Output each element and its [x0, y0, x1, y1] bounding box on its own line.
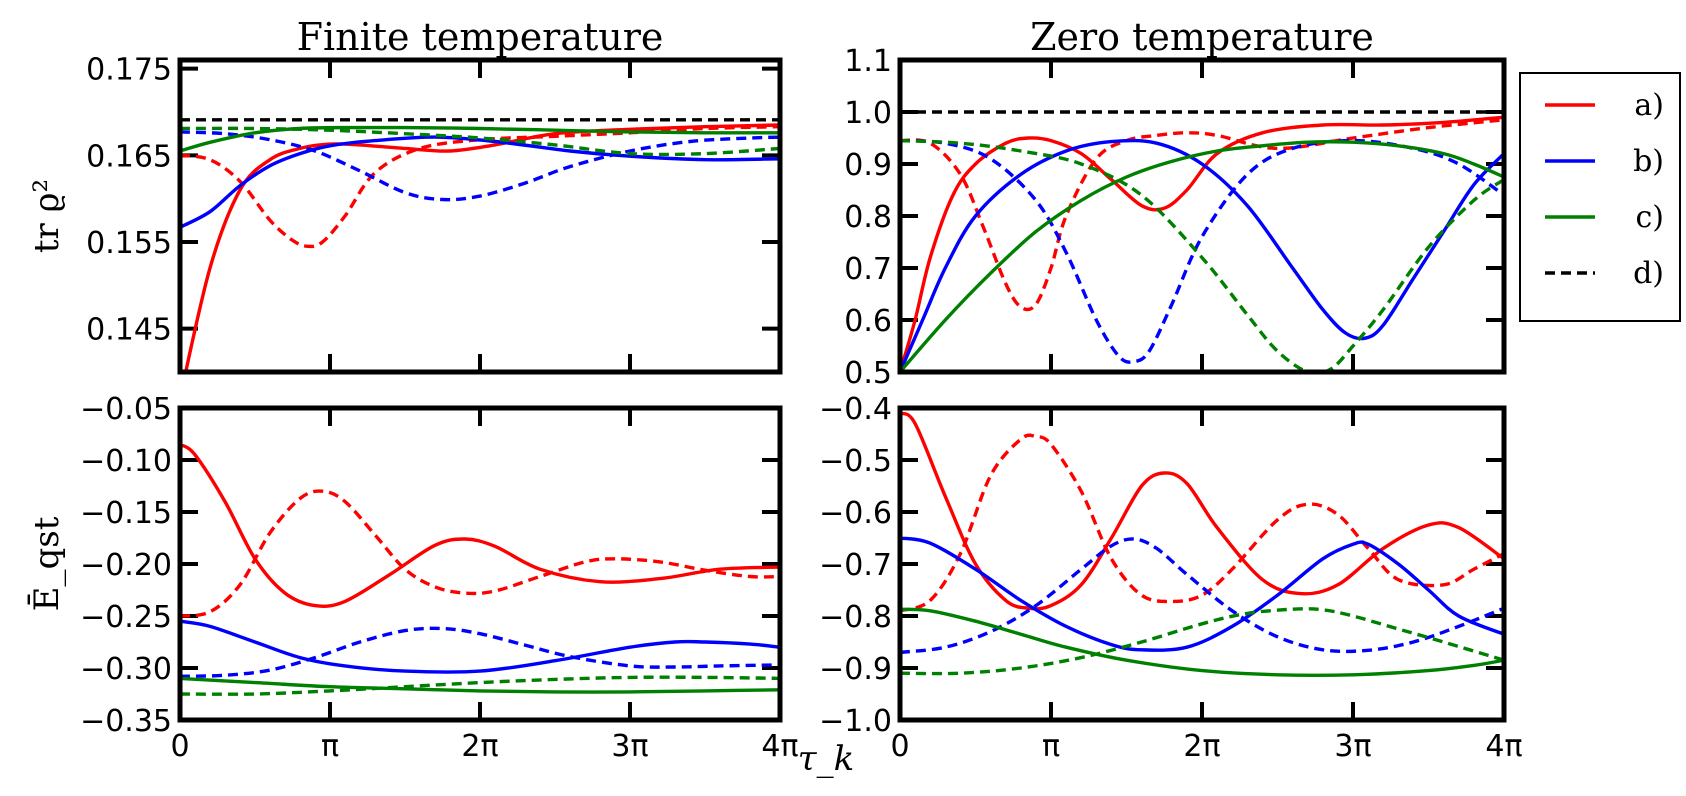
ytick-label: 0.155: [86, 226, 172, 261]
series-b-dashed: [180, 626, 780, 678]
ticks-zero-energy: −1.0 −0.9 −0.8 −0.7 −0.6 −0.5 −0.4 0 π 2π 3π 4π: [819, 392, 1522, 764]
xtick-label: 2π: [1183, 729, 1220, 764]
ytick-label: 0.9: [844, 148, 892, 183]
ytick-label: −0.8: [819, 600, 892, 635]
ylabel-purity: tr ϱ²: [27, 179, 67, 253]
xtick-label: 4π: [1485, 729, 1522, 764]
axes-frame-zero-energy: [897, 405, 1507, 723]
ytick-label: 0.5: [844, 356, 892, 391]
ytick-label: −0.20: [80, 548, 172, 583]
ticks-finite-purity: 0.145 0.155 0.165 0.175: [86, 53, 782, 372]
series-a-dashed: [180, 125, 780, 249]
legend-entries: a) b) c) d): [1545, 88, 1664, 291]
series-a-solid: [900, 411, 1504, 611]
panel-zero-energy: −1.0 −0.9 −0.8 −0.7 −0.6 −0.5 −0.4 0 π 2π 3π 4π: [819, 392, 1522, 764]
panel-zero-purity: Zero temperature 0.5 0.6 0.7 0.8 0.9 1.0 1.1: [844, 15, 1507, 391]
series-a-solid: [180, 442, 780, 608]
xtick-label: π: [1042, 729, 1060, 764]
series-c-solid: [900, 140, 1504, 372]
legend-label: b): [1633, 144, 1664, 179]
panel-finite-purity: Finite temperature 0.145 0.155 0.165 0.175: [86, 15, 783, 375]
series-b-solid: [900, 138, 1504, 372]
ytick-label: −0.30: [80, 652, 172, 687]
ytick-label: 0.6: [844, 304, 892, 339]
ytick-label: −0.25: [80, 600, 172, 635]
series-c-dashed: [180, 126, 780, 157]
legend-label: d): [1633, 256, 1664, 291]
ytick-label: −0.15: [80, 496, 172, 531]
ylabel-energy: Ē_qst: [27, 516, 67, 611]
series-b-solid: [900, 536, 1504, 652]
xtick-label: 4π: [761, 729, 798, 764]
legend-label: a): [1634, 88, 1664, 123]
xtick-label: 2π: [461, 729, 498, 764]
series-c-dashed: [900, 138, 1504, 372]
series-a-dashed: [180, 489, 780, 618]
ytick-label: 0.175: [86, 53, 172, 88]
series-a-solid: [183, 123, 780, 372]
axes-frame-zero-purity: [897, 57, 1507, 375]
legend-box: [1519, 72, 1681, 322]
legend-label: c): [1635, 200, 1664, 235]
ytick-label: 0.165: [86, 139, 172, 174]
series-a-dashed: [900, 118, 1504, 312]
series-a-solid: [900, 115, 1504, 372]
ytick-label: −0.6: [819, 496, 892, 531]
series-a-dashed: [900, 433, 1504, 613]
series-c-solid: [180, 676, 780, 694]
ytick-label: −0.05: [80, 392, 172, 427]
ytick-label: 1.0: [844, 96, 892, 131]
axes-frame-finite-energy: [177, 405, 783, 723]
series-b-dashed: [900, 138, 1504, 364]
ytick-label: 0.7: [844, 252, 892, 287]
lines-zero-purity: [900, 110, 1504, 372]
lines-finite-energy: [180, 442, 780, 696]
ytick-label: −0.7: [819, 548, 892, 583]
legend: a) b) c) d): [1519, 72, 1681, 322]
xlabel-tau-k: τ_k: [798, 739, 854, 779]
panel-title-finite: Finite temperature: [297, 15, 664, 59]
ytick-label: 0.145: [86, 313, 172, 348]
xtick-label: π: [321, 729, 339, 764]
ytick-label: −0.10: [80, 444, 172, 479]
ytick-label: −0.35: [80, 704, 172, 739]
series-b-solid: [180, 619, 780, 674]
series-c-dashed: [900, 607, 1504, 676]
ytick-label: 0.8: [844, 200, 892, 235]
lines-zero-energy: [900, 411, 1504, 678]
axes-frame-finite-purity: [177, 57, 783, 375]
ytick-label: −1.0: [819, 704, 892, 739]
series-b-dashed: [900, 537, 1504, 655]
xtick-label: 0: [890, 729, 909, 764]
series-c-dashed: [180, 675, 780, 696]
xtick-label: 0: [170, 729, 189, 764]
series-c-solid: [180, 125, 780, 153]
lines-finite-purity: [180, 118, 780, 372]
series-b-solid: [180, 135, 780, 229]
ytick-label: −0.5: [819, 444, 892, 479]
series-b-dashed: [180, 130, 780, 202]
panel-finite-energy: −0.35 −0.30 −0.25 −0.20 −0.15 −0.10 −0.05 0 π 2π 3…: [80, 392, 799, 764]
xtick-label: 3π: [611, 729, 648, 764]
ytick-label: 1.1: [844, 44, 892, 79]
ytick-label: −0.4: [819, 392, 892, 427]
ytick-label: −0.9: [819, 652, 892, 687]
series-c-solid: [900, 607, 1504, 678]
xtick-label: 3π: [1334, 729, 1371, 764]
panel-title-zero: Zero temperature: [1030, 15, 1374, 59]
